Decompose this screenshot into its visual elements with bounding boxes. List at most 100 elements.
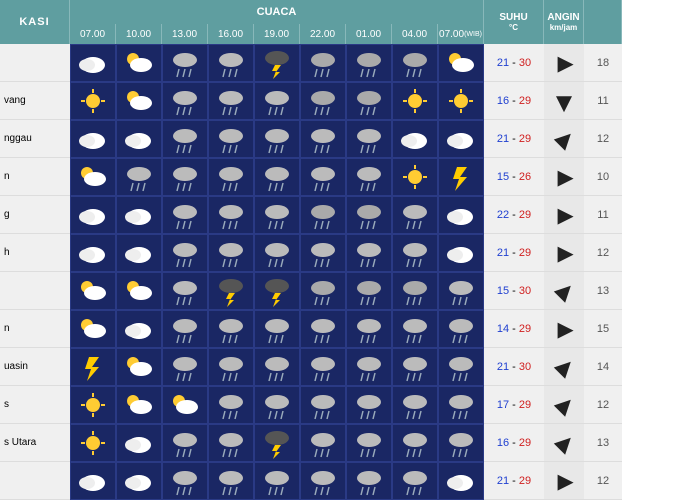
weather-cell[interactable]: [438, 234, 484, 272]
weather-cell[interactable]: [300, 310, 346, 348]
weather-cell[interactable]: [438, 462, 484, 500]
weather-cell[interactable]: [438, 158, 484, 196]
weather-cell[interactable]: [438, 386, 484, 424]
weather-cell[interactable]: [208, 82, 254, 120]
weather-cell[interactable]: [392, 234, 438, 272]
weather-cell[interactable]: [70, 272, 116, 310]
weather-cell[interactable]: [392, 462, 438, 500]
weather-cell[interactable]: [70, 424, 116, 462]
weather-cell[interactable]: [346, 234, 392, 272]
weather-cell[interactable]: [162, 348, 208, 386]
weather-cell[interactable]: [392, 310, 438, 348]
weather-cell[interactable]: [346, 424, 392, 462]
weather-cell[interactable]: [300, 462, 346, 500]
weather-cell[interactable]: [254, 272, 300, 310]
weather-cell[interactable]: [346, 386, 392, 424]
weather-cell[interactable]: [116, 386, 162, 424]
weather-cell[interactable]: [70, 44, 116, 82]
weather-cell[interactable]: [254, 348, 300, 386]
weather-cell[interactable]: [438, 196, 484, 234]
weather-cell[interactable]: [162, 424, 208, 462]
weather-cell[interactable]: [162, 44, 208, 82]
weather-cell[interactable]: [116, 158, 162, 196]
weather-cell[interactable]: [116, 462, 162, 500]
weather-cell[interactable]: [208, 386, 254, 424]
weather-cell[interactable]: [208, 424, 254, 462]
weather-cell[interactable]: [346, 82, 392, 120]
weather-cell[interactable]: [70, 348, 116, 386]
weather-cell[interactable]: [346, 272, 392, 310]
weather-cell[interactable]: [438, 272, 484, 310]
weather-cell[interactable]: [254, 310, 300, 348]
weather-cell[interactable]: [70, 310, 116, 348]
weather-cell[interactable]: [300, 82, 346, 120]
weather-cell[interactable]: [254, 158, 300, 196]
weather-cell[interactable]: [208, 44, 254, 82]
weather-cell[interactable]: [162, 120, 208, 158]
weather-cell[interactable]: [300, 44, 346, 82]
weather-cell[interactable]: [70, 386, 116, 424]
weather-cell[interactable]: [208, 462, 254, 500]
weather-cell[interactable]: [392, 348, 438, 386]
weather-cell[interactable]: [162, 272, 208, 310]
weather-cell[interactable]: [300, 196, 346, 234]
weather-cell[interactable]: [392, 82, 438, 120]
weather-cell[interactable]: [438, 120, 484, 158]
weather-cell[interactable]: [392, 424, 438, 462]
weather-cell[interactable]: [300, 234, 346, 272]
weather-cell[interactable]: [162, 196, 208, 234]
weather-cell[interactable]: [438, 82, 484, 120]
weather-cell[interactable]: [116, 82, 162, 120]
weather-cell[interactable]: [116, 196, 162, 234]
weather-cell[interactable]: [254, 462, 300, 500]
weather-cell[interactable]: [116, 310, 162, 348]
weather-cell[interactable]: [70, 158, 116, 196]
weather-cell[interactable]: [70, 234, 116, 272]
weather-cell[interactable]: [300, 386, 346, 424]
weather-cell[interactable]: [116, 120, 162, 158]
weather-cell[interactable]: [438, 44, 484, 82]
weather-cell[interactable]: [346, 196, 392, 234]
weather-cell[interactable]: [208, 310, 254, 348]
weather-cell[interactable]: [392, 196, 438, 234]
weather-cell[interactable]: [438, 310, 484, 348]
weather-cell[interactable]: [346, 158, 392, 196]
weather-cell[interactable]: [254, 424, 300, 462]
weather-cell[interactable]: [254, 82, 300, 120]
weather-cell[interactable]: [300, 120, 346, 158]
weather-cell[interactable]: [254, 386, 300, 424]
weather-cell[interactable]: [116, 348, 162, 386]
weather-cell[interactable]: [438, 348, 484, 386]
weather-cell[interactable]: [254, 44, 300, 82]
weather-cell[interactable]: [116, 44, 162, 82]
weather-cell[interactable]: [116, 234, 162, 272]
weather-cell[interactable]: [208, 158, 254, 196]
weather-cell[interactable]: [116, 424, 162, 462]
weather-cell[interactable]: [300, 272, 346, 310]
weather-cell[interactable]: [346, 120, 392, 158]
weather-cell[interactable]: [346, 462, 392, 500]
weather-cell[interactable]: [346, 44, 392, 82]
weather-cell[interactable]: [208, 196, 254, 234]
weather-cell[interactable]: [70, 82, 116, 120]
weather-cell[interactable]: [70, 120, 116, 158]
weather-cell[interactable]: [438, 424, 484, 462]
weather-cell[interactable]: [254, 120, 300, 158]
weather-cell[interactable]: [162, 82, 208, 120]
weather-cell[interactable]: [162, 310, 208, 348]
weather-cell[interactable]: [346, 348, 392, 386]
weather-cell[interactable]: [208, 348, 254, 386]
weather-cell[interactable]: [254, 196, 300, 234]
weather-cell[interactable]: [208, 120, 254, 158]
weather-cell[interactable]: [254, 234, 300, 272]
weather-cell[interactable]: [392, 272, 438, 310]
weather-cell[interactable]: [162, 462, 208, 500]
weather-cell[interactable]: [162, 386, 208, 424]
weather-cell[interactable]: [392, 44, 438, 82]
weather-cell[interactable]: [70, 196, 116, 234]
weather-cell[interactable]: [208, 272, 254, 310]
weather-cell[interactable]: [300, 158, 346, 196]
weather-cell[interactable]: [300, 424, 346, 462]
weather-cell[interactable]: [208, 234, 254, 272]
weather-cell[interactable]: [392, 120, 438, 158]
